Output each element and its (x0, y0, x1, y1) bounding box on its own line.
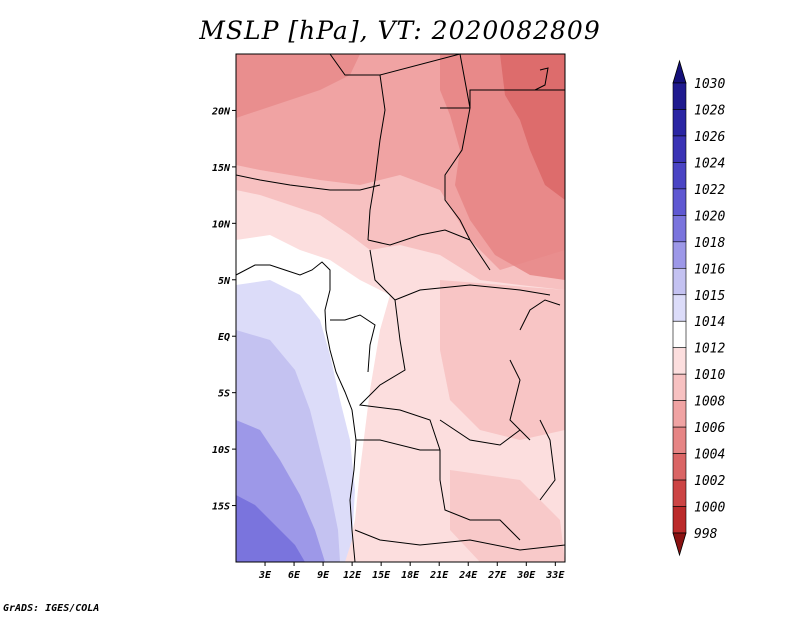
colorbar-segment (672, 109, 687, 137)
colorbar-label: 1020 (694, 209, 725, 224)
lat-tick-label: 20N (211, 106, 231, 117)
colorbar-segment (672, 82, 687, 110)
pressure-field (236, 54, 565, 562)
colorbar-segment (672, 135, 687, 163)
colorbar-label: 1006 (694, 421, 725, 436)
colorbar-segment (672, 267, 687, 296)
lat-tick-label: 5S (218, 389, 230, 400)
lon-tick-label: 30E (516, 570, 536, 581)
colorbar-label: 1008 (694, 395, 725, 410)
colorbar-segment (672, 320, 687, 349)
colorbar-segment (672, 453, 687, 481)
colorbar-label: 1018 (694, 236, 725, 251)
colorbar-segment (672, 188, 687, 216)
lon-tick-label: 12E (343, 570, 362, 581)
map-frame (235, 53, 566, 563)
colorbar-label: 1002 (694, 474, 725, 489)
colorbar-label: 1030 (694, 77, 725, 92)
colorbar-label: 1010 (694, 368, 725, 383)
colorbar-label: 1026 (694, 130, 725, 145)
lon-tick-label: 33E (545, 570, 565, 581)
colorbar-segment (672, 215, 687, 243)
colorbar-segment (672, 294, 687, 322)
lon-tick-label: 18E (401, 570, 420, 581)
colorbar-label: 1004 (694, 448, 725, 463)
colorbar-segment (672, 506, 687, 534)
colorbar-bottom-arrow (672, 532, 687, 557)
colorbar-segment (672, 373, 687, 401)
colorbar-label: 1028 (694, 103, 725, 118)
lat-tick-label: 15N (212, 163, 231, 174)
lon-tick-label: 15E (372, 570, 391, 581)
colorbar-segment (672, 347, 687, 375)
colorbar-label: 1022 (694, 183, 725, 198)
colorbar-segment (672, 162, 687, 190)
lon-tick-label: 6E (288, 570, 301, 581)
colorbar-label: 1016 (694, 262, 725, 277)
colorbar-segment (672, 426, 687, 454)
country-borders (236, 54, 565, 562)
colorbar-label: 1015 (694, 289, 725, 304)
latitude-axis: 20N 15N 10N 5N EQ 5S 10S 15S (211, 106, 236, 513)
colorbar-label: 1024 (694, 156, 725, 171)
colorbar-segment (672, 241, 687, 269)
colorbar-segment (672, 479, 687, 507)
lat-tick-label: 10S (212, 445, 230, 456)
lon-tick-label: 9E (317, 570, 330, 581)
colorbar-top-arrow (672, 59, 687, 84)
longitude-axis: 3E 6E 9E 12E 15E 18E 21E 24E 27E 30E 33E (258, 562, 565, 581)
lon-tick-label: 3E (258, 570, 272, 581)
colorbar: 1030 1028 1026 1024 1022 1020 1018 1016 1015 1014… (672, 59, 725, 557)
lat-tick-label: EQ (218, 332, 230, 343)
colorbar-label: 1014 (694, 315, 725, 330)
map-title: MSLP [hPa], VT: 2020082809 (199, 16, 601, 45)
lon-tick-label: 27E (487, 570, 507, 581)
colorbar-label: 1000 (694, 501, 725, 516)
colorbar-label: 1012 (694, 342, 725, 357)
lon-tick-label: 24E (458, 570, 478, 581)
colorbar-label: 998 (694, 527, 718, 542)
credit-text: GrADS: IGES/COLA (3, 603, 100, 614)
lat-tick-label: 5N (218, 276, 231, 287)
lat-tick-label: 15S (212, 502, 230, 513)
colorbar-segment (672, 400, 687, 428)
lon-tick-label: 21E (429, 570, 449, 581)
lat-tick-label: 10N (212, 219, 231, 230)
